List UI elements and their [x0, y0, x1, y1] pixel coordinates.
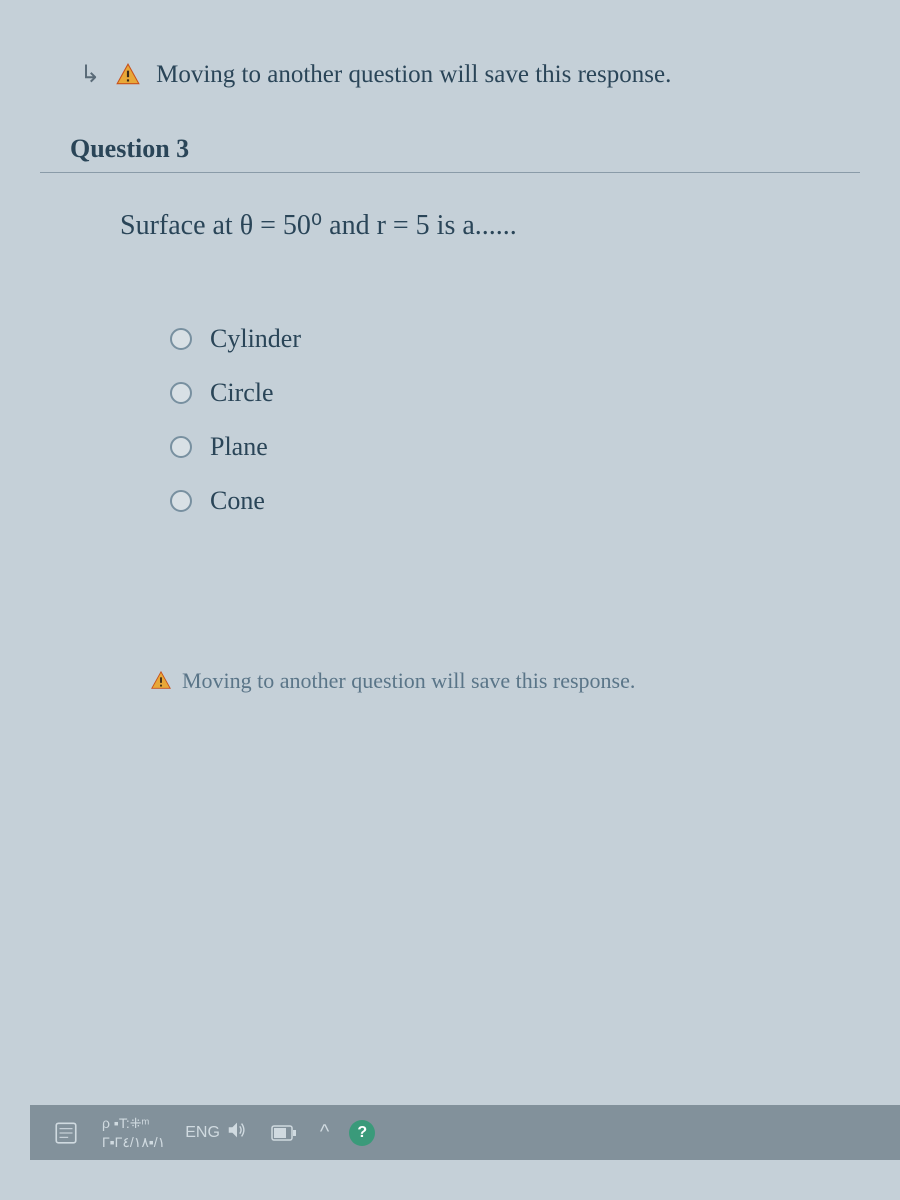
option-label: Cylinder: [210, 324, 301, 354]
option-row[interactable]: Cylinder: [170, 312, 890, 366]
taskbar-time-line1: ρ ▪T:⁜ᵐ: [102, 1114, 165, 1132]
radio-button[interactable]: [170, 328, 192, 350]
top-notice-bar: ↳ Moving to another question will save t…: [30, 30, 890, 109]
question-number-label: Question 3: [70, 134, 189, 163]
bottom-notice-bar: Moving to another question will save thi…: [30, 528, 890, 694]
taskbar-app-icon[interactable]: [50, 1117, 82, 1149]
windows-taskbar[interactable]: ρ ▪T:⁜ᵐ Γ▪Γ١/▪٤/١٨ ENG ^ ?: [30, 1105, 900, 1160]
option-row[interactable]: Plane: [170, 420, 890, 474]
battery-icon[interactable]: [268, 1117, 300, 1149]
sound-icon[interactable]: [226, 1119, 248, 1146]
help-icon[interactable]: ?: [349, 1120, 375, 1146]
bottom-notice-message: Moving to another question will save thi…: [182, 668, 635, 694]
taskbar-clock[interactable]: ρ ▪T:⁜ᵐ Γ▪Γ١/▪٤/١٨: [102, 1114, 165, 1150]
question-body: Surface at θ = 50⁰ and r = 5 is a...... …: [30, 173, 890, 528]
option-row[interactable]: Circle: [170, 366, 890, 420]
language-indicator[interactable]: ENG: [185, 1124, 220, 1142]
option-row[interactable]: Cone: [170, 474, 890, 528]
chevron-up-icon[interactable]: ^: [320, 1121, 329, 1144]
warning-icon: [150, 670, 172, 692]
question-header: Question 3: [40, 109, 860, 173]
help-label: ?: [357, 1124, 367, 1142]
radio-button[interactable]: [170, 382, 192, 404]
nav-arrow-icon[interactable]: ↳: [80, 60, 100, 89]
question-prompt: Surface at θ = 50⁰ and r = 5 is a......: [120, 210, 517, 241]
taskbar-lang-sound[interactable]: ENG: [185, 1119, 248, 1146]
answer-options-list: Cylinder Circle Plane Cone: [120, 242, 890, 528]
option-label: Circle: [210, 378, 274, 408]
option-label: Cone: [210, 486, 265, 516]
option-label: Plane: [210, 432, 268, 462]
warning-icon: [115, 62, 141, 88]
quiz-screen: ↳ Moving to another question will save t…: [0, 0, 900, 1200]
notice-message: Moving to another question will save thi…: [156, 61, 671, 89]
radio-button[interactable]: [170, 490, 192, 512]
radio-button[interactable]: [170, 436, 192, 458]
taskbar-time-line2: Γ▪Γ١/▪٤/١٨: [102, 1133, 165, 1151]
